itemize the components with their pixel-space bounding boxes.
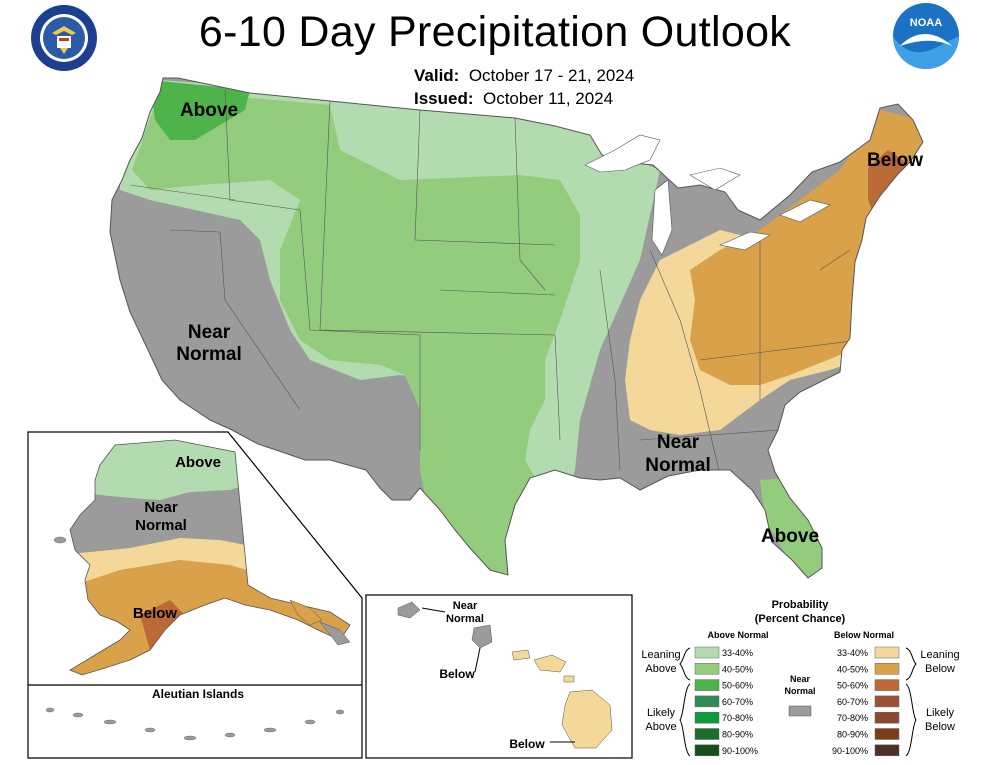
hawaii-inset: Near Normal Below Below — [365, 594, 633, 759]
valid-value: October 17 - 21, 2024 — [468, 66, 635, 85]
alaska-inset: Above Near Normal Below Aleutian Islands — [27, 431, 363, 759]
legend-above-row-swatch — [694, 679, 720, 691]
legend-above-row-label: 80-90% — [722, 730, 753, 740]
legend-below-row-swatch — [874, 663, 900, 675]
legend-above-row-label: 90-100% — [722, 746, 758, 756]
label-hawaii-below-2: Below — [509, 737, 545, 751]
legend-above-row-label: 60-70% — [722, 697, 753, 707]
label-southeast-near-1: Near — [657, 432, 700, 453]
legend-above-row-swatch — [694, 728, 720, 740]
legend-above-row-label: 33-40% — [722, 648, 753, 658]
label-hawaii-near-1: Near — [453, 600, 478, 612]
legend-likely-below-1: Likely — [926, 707, 955, 719]
label-florida-above: Above — [761, 526, 819, 547]
legend-above-row-swatch — [694, 711, 720, 724]
legend-below-row-swatch — [874, 679, 900, 691]
legend-near-1: Near — [790, 674, 811, 684]
label-alaska-below: Below — [133, 605, 178, 622]
legend-below-rows: 33-40% 40-50% 50-60% 60-70% 70-80% 80-90% 90-1… — [832, 646, 900, 757]
legend-below-row-swatch — [874, 744, 900, 757]
legend-likely-above-1: Likely — [647, 707, 676, 719]
noaa-logo-icon: NOAA — [893, 3, 959, 69]
legend-above-row-label: 70-80% — [722, 713, 753, 723]
legend-title-2: (Percent Chance) — [755, 613, 846, 625]
great-lakes — [584, 134, 831, 256]
conus-labels: Above Near Normal Below Near Normal Abov… — [176, 100, 923, 547]
department-of-commerce-seal-icon — [31, 5, 97, 71]
legend-leaning-above-1: Leaning — [641, 649, 680, 661]
legend-below-row-label: 70-80% — [837, 713, 868, 723]
legend: Probability (Percent Chance) Above Norma… — [641, 599, 960, 757]
legend-below-row-swatch — [874, 728, 900, 740]
map-title: 6-10 Day Precipitation Outlook — [198, 8, 792, 56]
label-alaska-near-2: Normal — [135, 517, 187, 534]
legend-near-normal-swatch — [788, 705, 812, 717]
legend-above-row-swatch — [694, 646, 720, 659]
label-alaska-above: Above — [175, 454, 221, 471]
legend-below-row-label: 80-90% — [837, 730, 868, 740]
legend-likely-below-2: Below — [925, 721, 955, 733]
legend-leaning-above-2: Above — [645, 663, 676, 675]
legend-above-header: Above Normal — [707, 630, 768, 640]
label-hawaii-below-1: Below — [439, 667, 475, 681]
issued-value: October 11, 2024 — [482, 89, 614, 108]
legend-above-row-swatch — [694, 663, 720, 675]
label-hawaii-near-2: Normal — [446, 613, 484, 625]
label-northwest-above: Above — [180, 100, 238, 121]
issued-label: Issued: — [414, 89, 474, 108]
legend-below-row-label: 90-100% — [832, 746, 868, 756]
legend-above-row-label: 50-60% — [722, 681, 753, 691]
legend-above-rows: 33-40% 40-50% 50-60% 60-70% 70-80% 80-90% 90-1… — [694, 646, 758, 757]
legend-below-row-label: 50-60% — [837, 681, 868, 691]
noaa-logo-text: NOAA — [910, 17, 942, 29]
legend-below-row-swatch — [874, 711, 900, 724]
valid-dates: Valid: October 17 - 21, 2024 — [414, 66, 634, 86]
legend-below-row-swatch — [874, 646, 900, 659]
legend-likely-above-2: Above — [645, 721, 676, 733]
legend-below-row-label: 33-40% — [837, 648, 868, 658]
label-alaska-near-1: Near — [144, 499, 178, 516]
valid-label: Valid: — [414, 66, 460, 85]
legend-above-row-label: 40-50% — [722, 664, 753, 674]
legend-title-1: Probability — [772, 599, 830, 611]
label-west-near-2: Normal — [176, 344, 241, 365]
label-southeast-near-2: Normal — [645, 455, 710, 476]
legend-below-row-label: 60-70% — [837, 697, 868, 707]
legend-above-row-swatch — [694, 744, 720, 757]
legend-below-row-label: 40-50% — [837, 664, 868, 674]
aleutian-islands-title: Aleutian Islands — [152, 687, 244, 701]
legend-leaning-below-1: Leaning — [920, 649, 959, 661]
label-west-near-1: Near — [188, 322, 231, 343]
legend-below-row-swatch — [874, 695, 900, 708]
legend-leaning-below-2: Below — [925, 663, 955, 675]
issued-date: Issued: October 11, 2024 — [414, 89, 613, 109]
legend-below-header: Below Normal — [834, 630, 894, 640]
label-northeast-below: Below — [867, 150, 923, 171]
legend-near-2: Normal — [784, 686, 815, 696]
legend-above-row-swatch — [694, 695, 720, 708]
